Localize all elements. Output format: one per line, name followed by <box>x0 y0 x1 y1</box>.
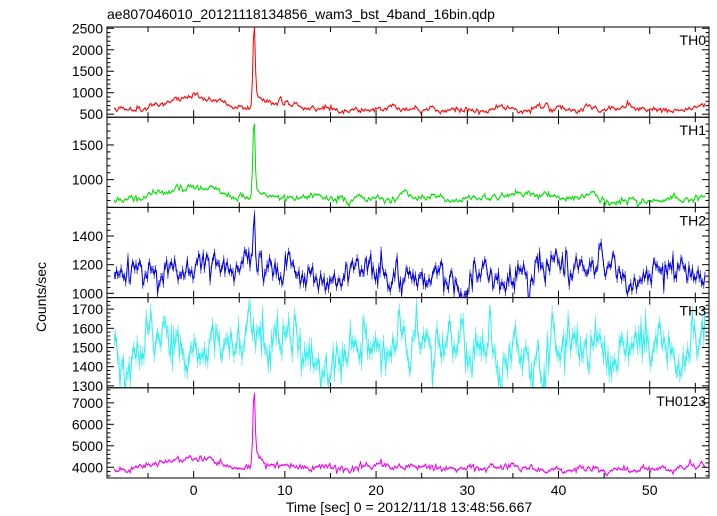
y-tick-label: 1500 <box>72 63 103 79</box>
y-tick-label: 1700 <box>72 301 103 317</box>
y-tick-label: 1000 <box>72 285 103 301</box>
panel-label: TH2 <box>680 212 707 228</box>
x-tick-label: 10 <box>277 482 293 498</box>
panels: 5001000150020002500TH010001500TH11000120… <box>72 20 710 498</box>
panel-th2: 1000 1200 1400 TH2 <box>72 206 710 301</box>
series-line-th0 <box>114 27 706 116</box>
x-tick-label: 50 <box>642 482 658 498</box>
x-tick-label: 30 <box>459 482 475 498</box>
panel-frame <box>106 206 710 299</box>
panel-th0: 500 1000 1500 2000 2500 TH0 <box>72 20 710 122</box>
error-bars-th3 <box>113 298 706 388</box>
panel-label: TH0123 <box>656 393 706 409</box>
panel-frame <box>106 387 710 479</box>
series-line-th3 <box>113 302 706 388</box>
panel-label: TH0 <box>680 32 707 48</box>
error-bars-th0 <box>113 27 706 115</box>
y-tick-label: 1400 <box>72 228 103 244</box>
panel-th3: 1300 1400 1500 1600 1700 TH3 <box>72 297 710 394</box>
panel-label: TH1 <box>680 122 707 138</box>
series-line-th2 <box>114 213 706 298</box>
x-tick-label: 40 <box>551 482 567 498</box>
panel-th1: 1000 1500 TH1 <box>72 116 710 208</box>
y-tick-label: 1500 <box>72 137 103 153</box>
y-tick-label: 6000 <box>72 416 103 432</box>
x-tick-label: 0 <box>190 482 198 498</box>
y-tick-label: 7000 <box>72 395 103 411</box>
series-line-th0123 <box>113 393 706 477</box>
y-tick-label: 4000 <box>72 459 103 475</box>
y-tick-label: 1300 <box>72 378 103 394</box>
y-tick-label: 1500 <box>72 339 103 355</box>
panel-label: TH3 <box>680 303 707 319</box>
x-tick-label: 20 <box>368 482 384 498</box>
x-axis-label: Time [sec] 0 = 2012/11/18 13:48:56.667 <box>286 499 533 515</box>
panel-frame <box>106 26 710 118</box>
y-tick-label: 1600 <box>72 320 103 336</box>
y-tick-label: 2500 <box>72 20 103 36</box>
y-axis-label: Counts/sec <box>33 262 49 332</box>
error-bars-th0123 <box>113 392 706 477</box>
series-line-th1 <box>113 124 706 208</box>
y-tick-label: 500 <box>80 106 104 122</box>
y-tick-label: 1400 <box>72 359 103 375</box>
y-tick-label: 1000 <box>72 85 103 101</box>
panel-th0123: 4000 5000 6000 7000 TH0123 <box>72 387 710 479</box>
y-tick-label: 1200 <box>72 257 103 273</box>
y-tick-label: 2000 <box>72 42 103 58</box>
y-tick-label: 5000 <box>72 438 103 454</box>
y-tick-label: 1000 <box>72 172 103 188</box>
panel-frame <box>106 297 710 389</box>
chart-title: ae807046010_20121118134856_wam3_bst_4ban… <box>107 6 495 22</box>
